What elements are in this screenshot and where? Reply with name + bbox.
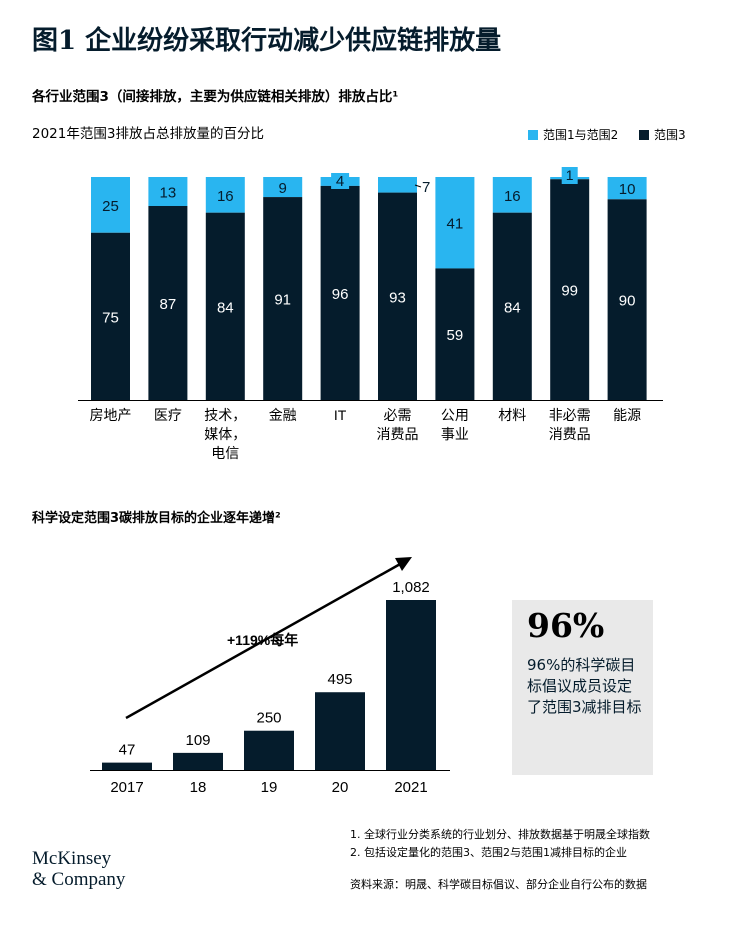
bar-segment-scope12 [263,177,303,198]
category-label: 金融 [269,407,297,423]
data-label-scope3: 90 [619,293,636,310]
bar-segment-scope3 [263,197,303,400]
data-label-scope12: 16 [217,188,234,205]
category-label: 医疗 [154,407,182,423]
growth-bar [386,600,436,770]
category-label: 消费品 [549,426,591,442]
category-label: 能源 [613,407,641,423]
bar-segment-scope12 [148,177,188,206]
legend-swatch-dark [639,129,649,140]
page-title: 图1 企业纷纷采取行动减少供应链排放量 [32,26,502,56]
data-label-scope12: 16 [504,188,521,205]
growth-value-label: 495 [327,671,352,688]
data-label-scope12: 25 [102,198,119,215]
legend-item-scope3: 范围3 [639,126,686,143]
growth-category-label: 2021 [394,779,427,796]
legend-swatch-light-blue [528,129,538,140]
category-label: 消费品 [377,426,419,442]
trend-arrow-head-icon [395,557,412,571]
footnote-2: 2. 包括设定量化的范围3、范围2与范围1减排目标的企业 [350,846,627,859]
logo-line2: & Company [32,869,126,890]
bar-segment-scope3 [492,212,532,400]
growth-category-label: 2017 [110,779,143,796]
category-label: IT [334,407,347,423]
data-label-scope3: 84 [217,299,234,316]
bar-segment-scope12 [607,177,647,200]
data-label-bg [331,173,350,189]
bar-segment-scope12 [435,177,475,269]
growth-annotation: +119%每年 [227,632,298,648]
legend-label: 范围1与范围2 [543,128,619,142]
growth-value-label: 109 [185,732,210,749]
category-label: 事业 [441,426,469,442]
stacked-bar-chart: 75 25 房地产 87 13 医疗 84 16 技术， 媒体， 电信 91 9 金融 96 4 IT 93 7 必需… [78,167,663,461]
data-label-scope3: 93 [389,289,406,306]
data-label-scope3: 91 [274,292,291,309]
bar-segment-scope3 [91,232,130,400]
bar-segment-scope3 [320,185,360,400]
bar-segment-scope3 [378,192,417,400]
growth-bar [173,752,223,770]
bar-segment-scope3 [205,212,245,400]
chart1-subtitle: 2021年范围3排放占总排放量的百分比 [32,126,264,142]
growth-category-label: 20 [332,779,349,796]
bar-segment-scope3 [607,199,647,400]
growth-bar-chart: 47 2017 109 18 250 19 495 20 1,082 2021 +119%每年 [90,557,450,796]
growth-value-label: 250 [256,710,281,727]
category-label: 房地产 [90,407,132,423]
bar-segment-scope3 [550,179,590,400]
growth-value-label: 1,082 [392,579,430,596]
bar-segment-scope3 [148,205,188,400]
footnotes: 1. 全球行业分类系统的行业划分、排放数据基于明晟全球指数 2. 包括设定量化的… [350,826,650,862]
data-label-scope12: 4 [336,173,344,190]
growth-category-label: 18 [190,779,207,796]
bar-segment-scope3 [435,268,475,400]
trend-arrow-line [125,561,403,720]
chart1-title: 各行业范围3（间接排放，主要为供应链相关排放）排放占比¹ [32,89,399,105]
growth-value-label: 47 [119,742,136,759]
label-leader-line [414,184,422,188]
data-label-scope12: 13 [160,184,177,201]
category-label: 媒体， [204,426,246,442]
category-label: 公用 [441,407,469,423]
data-label-scope3: 84 [504,299,521,316]
category-label: 材料 [498,407,526,423]
data-label-scope3: 87 [160,296,177,313]
legend-label: 范围3 [654,128,686,142]
data-label-scope3: 96 [332,286,349,303]
growth-category-label: 19 [261,779,278,796]
category-label: 电信 [211,445,239,461]
source-note: 资料来源：明晟、科学碳目标倡议、部分企业自行公布的数据 [350,878,647,891]
bar-segment-scope12 [378,177,417,193]
data-label-bg [561,167,578,184]
data-label-scope3: 75 [102,309,119,326]
bar-segment-scope12 [91,177,130,233]
legend-item-scope12: 范围1与范围2 [528,126,618,143]
category-label: 技术， [204,407,246,423]
data-label-scope3: 99 [561,283,578,300]
category-label: 必需 [384,407,412,423]
chart2-title: 科学设定范围3碳排放目标的企业逐年递增² [32,511,281,526]
data-label-scope12: 9 [279,180,287,197]
category-label: 非必需 [549,407,591,423]
logo-line1: McKinsey [32,848,112,869]
footnote-1: 1. 全球行业分类系统的行业划分、排放数据基于明晟全球指数 [350,828,650,841]
callout-box: 96% 96%的科学碳目标倡议成员设定了范围3减排目标 [512,600,653,775]
growth-bar [315,692,365,770]
callout-big-number: 96% [527,606,605,645]
bar-segment-scope12 [492,177,532,213]
growth-bar [102,762,152,770]
data-label-scope12: 1 [566,167,574,183]
data-label-scope12: 10 [619,181,636,198]
data-label-scope3: 59 [447,327,464,344]
mckinsey-logo: McKinsey & Company [32,848,125,890]
callout-text: 96%的科学碳目标倡议成员设定了范围3减排目标 [527,656,642,716]
data-label-scope12: 41 [447,216,464,233]
bar-segment-scope12 [205,177,245,213]
data-label-scope12: 7 [422,179,430,196]
growth-bar [244,730,294,770]
